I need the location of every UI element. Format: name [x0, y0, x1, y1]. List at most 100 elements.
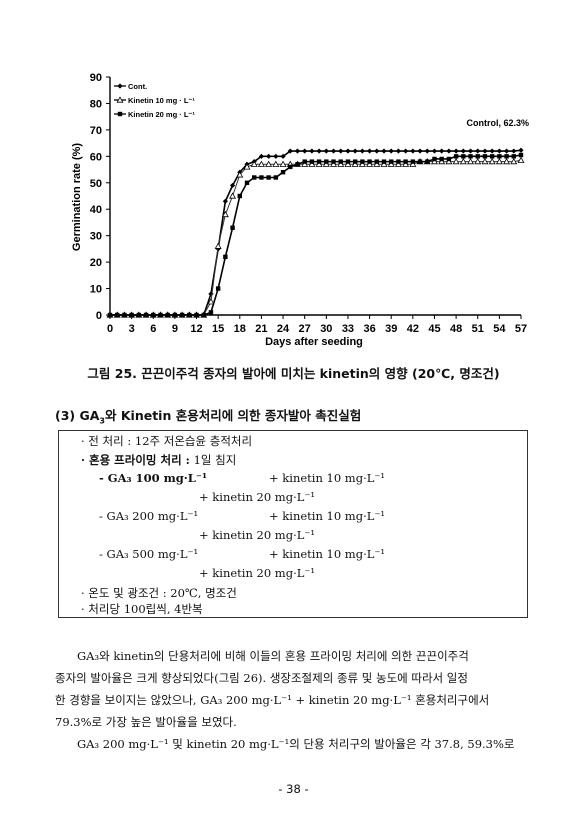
data-point [280, 153, 286, 159]
data-point [403, 159, 408, 164]
legend-marker [116, 96, 124, 103]
protocol-ga500-k20: + kinetin 20 mg·L⁻¹ [199, 566, 316, 580]
data-point [273, 153, 279, 159]
figure-caption: 그림 25. 끈끈이주걱 종자의 발아에 미치는 kinetin의 영향 (20… [87, 366, 500, 381]
data-point [430, 158, 438, 165]
x-tick-label: 39 [385, 323, 397, 335]
chart-legend: Cont. Kinetin 10 mg · L⁻¹ Kinetin 20 mg · … [114, 82, 195, 119]
protocol-ga200-k10: + kinetin 10 mg·L⁻¹ [269, 509, 386, 523]
y-tick-label: 10 [90, 284, 102, 296]
data-point [352, 159, 358, 164]
data-point [439, 156, 444, 162]
legend-label: Kinetin 20 mg · L⁻¹ [128, 110, 195, 119]
data-point [389, 159, 394, 164]
data-point [165, 312, 170, 318]
data-point [373, 160, 381, 167]
legend-marker [117, 111, 123, 117]
x-tick-label: 9 [172, 323, 178, 335]
data-point [214, 242, 222, 249]
section-number: (3) [55, 408, 76, 423]
x-tick-label: 12 [190, 323, 202, 335]
data-point [381, 148, 387, 154]
data-point [257, 160, 265, 167]
data-point [243, 163, 251, 170]
data-point [352, 148, 358, 154]
x-tick-label: 30 [320, 323, 332, 335]
y-axis-label: Germination rate (%) [71, 143, 83, 252]
data-point [207, 298, 215, 305]
data-point [394, 160, 402, 167]
data-point [172, 312, 178, 318]
x-tick-label: 18 [234, 323, 246, 335]
data-point [323, 148, 329, 154]
data-point [474, 158, 482, 165]
data-point [302, 159, 307, 164]
data-point [237, 193, 242, 199]
data-point [294, 148, 301, 154]
data-point [229, 182, 236, 189]
data-point [288, 164, 293, 170]
data-point [468, 154, 473, 159]
data-point [488, 158, 496, 165]
data-point [431, 148, 438, 154]
data-point [395, 148, 402, 154]
data-point [366, 148, 373, 154]
body-line: 종자의 발아율은 크게 향상되었다(그림 26). 생장조절제의 종류 및 농도… [55, 671, 468, 685]
section-title-post: 와 Kinetin 혼용처리에 의한 종자발아 촉진실험 [105, 408, 362, 423]
data-point [194, 312, 199, 318]
data-point [445, 158, 453, 165]
data-point [504, 154, 509, 159]
data-point [338, 148, 344, 154]
data-point [467, 148, 474, 154]
y-tick-label: 40 [90, 204, 102, 216]
chart-series [106, 147, 525, 318]
x-tick-label: 15 [212, 323, 224, 335]
protocol-ga-100: - GA₃ 100 mg·L⁻¹ [99, 471, 207, 485]
section-title-sub: 3 [99, 416, 105, 426]
x-tick-label: 6 [150, 323, 156, 335]
series-2 [106, 156, 525, 318]
data-point [345, 159, 351, 164]
legend-marker [117, 83, 123, 89]
y-tick-label: 60 [90, 151, 102, 163]
y-tick-label: 80 [90, 98, 102, 110]
data-point [409, 160, 417, 167]
protocol-priming-value: 1일 침지 [193, 453, 237, 467]
data-point [503, 148, 510, 154]
series-line [110, 154, 522, 316]
data-point [259, 175, 264, 180]
data-point [316, 148, 322, 154]
y-tick-label: 90 [90, 72, 102, 84]
data-point [179, 312, 185, 318]
data-point [475, 148, 481, 154]
data-point [295, 162, 300, 167]
protocol-replicates: · 처리당 100립씩, 4반복 [81, 602, 203, 616]
data-point [446, 148, 452, 154]
series-1 [107, 147, 524, 318]
protocol-ga100-k20: + kinetin 20 mg·L⁻¹ [199, 490, 316, 504]
protocol-ga500-k10: + kinetin 10 mg·L⁻¹ [269, 547, 386, 561]
data-point [453, 154, 459, 159]
data-point [403, 148, 409, 154]
protocol-ga100-k10: + kinetin 10 mg·L⁻¹ [269, 471, 386, 485]
data-point [115, 312, 120, 318]
protocol-ga-500: - GA₃ 500 mg·L⁻¹ [99, 547, 199, 561]
data-point [136, 312, 142, 318]
data-point [461, 154, 466, 159]
protocol-box: · 전 처리 : 12주 저온습윤 층적처리 · 혼용 프라이밍 처리 : 1일… [58, 430, 528, 618]
x-tick-label: 48 [450, 323, 462, 335]
data-point [273, 175, 279, 180]
data-point [417, 148, 423, 154]
x-tick-label: 24 [277, 323, 290, 335]
data-point [236, 171, 244, 178]
data-point [223, 254, 228, 260]
data-point [301, 160, 309, 167]
data-point [338, 159, 343, 164]
data-point [229, 192, 237, 199]
data-point [358, 160, 366, 167]
data-point [374, 148, 380, 154]
data-point [517, 156, 525, 163]
data-point [351, 160, 359, 167]
data-point [208, 291, 214, 297]
data-point [331, 159, 336, 164]
